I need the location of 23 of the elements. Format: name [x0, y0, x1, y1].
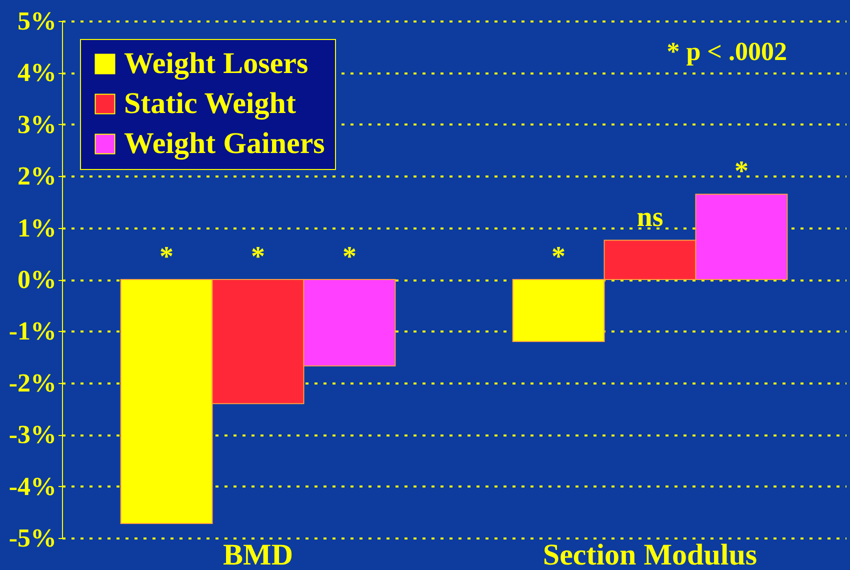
y-tick-label: 5% — [18, 6, 56, 36]
y-tick-label: 0% — [18, 265, 56, 294]
legend-label: Static Weight — [124, 87, 296, 120]
y-tick-label: -3% — [8, 420, 56, 450]
legend-label: Weight Gainers — [124, 127, 325, 160]
data-label: * — [160, 242, 174, 272]
data-label: * — [251, 242, 265, 272]
data-label: ns — [636, 202, 664, 234]
y-tick-label: 2% — [18, 162, 56, 191]
y-tick-label: -2% — [8, 368, 56, 398]
y-tick-label: 4% — [18, 58, 56, 88]
annotation: * p < .0002 — [666, 37, 787, 66]
data-label: * — [342, 242, 356, 272]
y-tick-label: 1% — [18, 213, 56, 242]
legend-label: Weight Losers — [124, 47, 308, 80]
y-tick-label: -4% — [8, 472, 56, 501]
y-tick-label: 3% — [18, 110, 56, 139]
data-label: * — [552, 242, 566, 272]
x-tick-label: BMD — [223, 538, 293, 570]
y-tick-label: -5% — [8, 524, 56, 552]
x-tick-label: Section Modulus — [542, 538, 758, 570]
data-label: * — [734, 156, 748, 188]
y-tick-label: -1% — [8, 316, 56, 346]
